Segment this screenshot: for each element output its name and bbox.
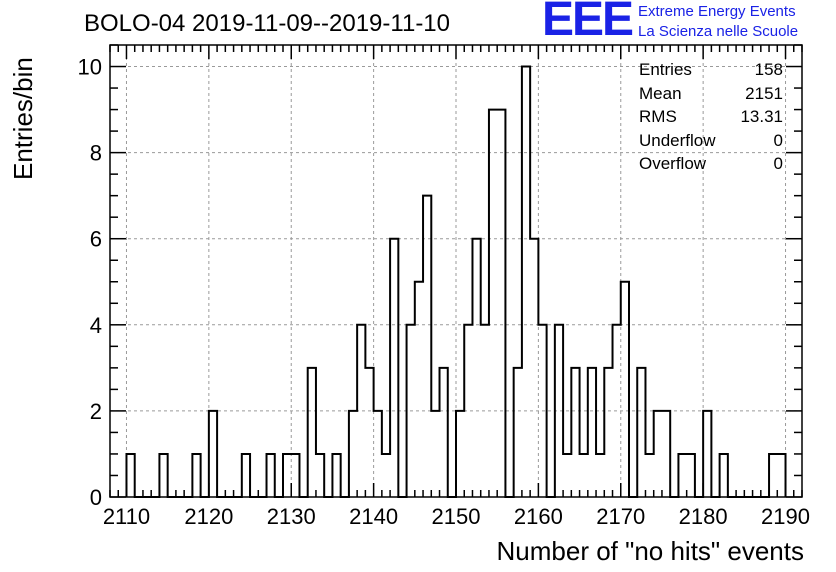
stats-box: Entries 158 Mean 2151 RMS 13.31 Underflo… [639,58,783,176]
histogram-bin [637,368,645,497]
histogram-bin [588,368,596,497]
x-axis-label: Number of "no hits" events [496,536,805,566]
stat-value: 0 [773,154,783,173]
histogram-bin [687,454,695,497]
histogram-bin [563,454,571,497]
histogram-bin [308,368,316,497]
stat-value: 2151 [745,83,783,103]
histogram-bin [769,454,777,497]
histogram-bin [332,454,340,497]
histogram-bin [365,368,373,497]
y-axis-label-text: Entries/bin [8,57,38,180]
x-tick-label: 2110 [103,504,150,529]
stat-value: 0 [773,130,783,150]
eee-logo: EEE [542,0,634,46]
y-tick-label: 2 [90,399,102,424]
stat-label: Overflow [639,154,707,173]
stat-row-entries: Entries 158 [639,58,783,82]
histogram-bin [530,239,538,497]
y-tick-label: 10 [78,55,102,80]
y-tick-label: 8 [90,141,102,166]
x-tick-label: 2130 [267,504,316,529]
histogram-bars [125,65,787,498]
logo-caption-line2: La Scienza nelle Scuole [638,23,799,40]
stat-label: RMS [639,107,677,126]
x-tick-label: 2120 [184,504,233,529]
stat-label: Underflow [639,130,716,150]
histogram-bin [431,411,439,497]
histogram-bin [192,454,200,497]
y-tick-label: 0 [90,485,102,510]
stat-row-rms: RMS 13.31 [639,105,783,129]
histogram-bin [645,454,653,497]
histogram-bin [514,368,522,497]
histogram-bin [440,368,448,497]
histogram-bin [316,454,324,497]
axis-ticks [109,44,803,498]
x-tick-label: 2150 [432,504,481,529]
histogram-bin [349,411,357,497]
histogram-bin [390,239,398,497]
histogram-bin [267,454,275,497]
stat-value: 13.31 [740,107,783,126]
histogram-bin [374,411,382,497]
histogram-bin [678,454,686,497]
y-tick-label: 4 [90,313,102,338]
x-tick-label: 2140 [349,504,398,529]
histogram-bin [283,454,291,497]
stat-row-overflow: Overflow 0 [639,152,783,176]
histogram-bin [604,368,612,497]
histogram-bin [777,454,785,497]
stat-label: Mean [639,83,682,103]
histogram-bin [703,411,711,497]
histogram-bin [456,411,464,497]
histogram-bin [522,67,530,497]
x-tick-label: 2190 [761,504,810,529]
x-tick-label: 2170 [596,504,645,529]
histogram-bin [571,368,579,497]
y-axis-label: Entries/bin [8,57,39,180]
chart-title: BOLO-04 2019-11-09--2019-11-10 [84,10,450,37]
histogram-bin [423,196,431,497]
histogram-bin [291,454,299,497]
tick-labels: 2110 2120 2130 2140 2150 2160 2170 2180 2190 0 2 4 6… [78,55,810,529]
histogram-bin [126,454,134,497]
logo-caption: Extreme Energy Events La Scienza nelle S… [638,2,798,42]
stat-value: 158 [754,60,783,79]
histogram-bin [242,454,250,497]
histogram-bin [382,454,390,497]
histogram-bin [209,411,217,497]
histogram-bin [662,411,670,497]
x-tick-label: 2180 [679,504,728,529]
histogram-bin [159,454,167,497]
histogram-bin [596,454,604,497]
histogram-bin [489,110,497,497]
histogram-bin [621,282,629,497]
histogram-bin [654,411,662,497]
stat-row-underflow: Underflow 0 [639,129,783,153]
histogram-bin [720,454,728,497]
histogram-bin [580,454,588,497]
histogram-bin [497,110,505,497]
histogram-bin [472,239,480,497]
stat-label: Entries [639,60,692,79]
x-tick-label: 2160 [514,504,563,529]
logo-caption-line1: Extreme Energy Events [638,3,796,20]
y-tick-label: 6 [90,227,102,252]
stat-row-mean: Mean 2151 [639,82,783,106]
histogram-outline [125,65,787,498]
histogram-bin [415,282,423,497]
